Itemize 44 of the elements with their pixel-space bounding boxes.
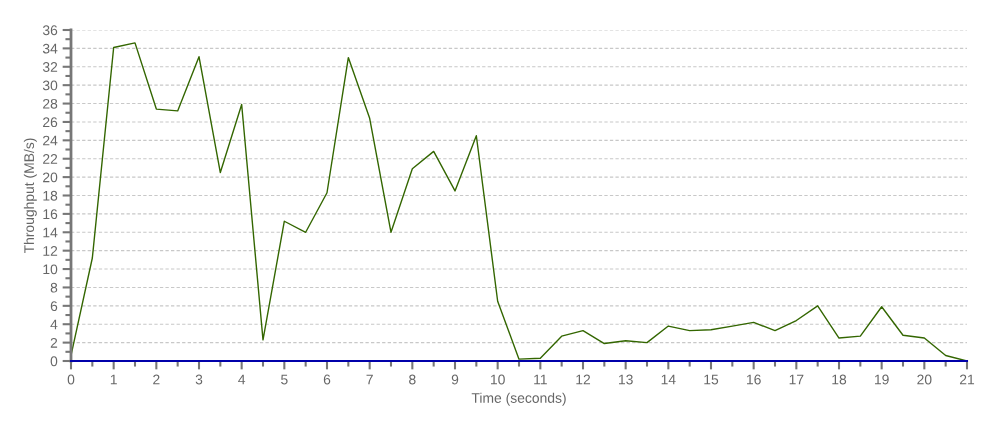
x-tick-label: 10 bbox=[491, 374, 505, 385]
y-tick-label: 30 bbox=[42, 80, 58, 91]
x-tick-label: 3 bbox=[195, 374, 203, 385]
y-tick-label: 36 bbox=[42, 25, 58, 36]
y-tick-label: 22 bbox=[43, 154, 58, 164]
x-tick-label: 14 bbox=[661, 374, 676, 385]
y-tick-label: 2 bbox=[50, 337, 58, 348]
x-tick-label: 19 bbox=[875, 374, 889, 385]
y-tick-label: 32 bbox=[42, 62, 58, 72]
x-tick-label: 5 bbox=[281, 374, 288, 385]
y-tick-label: 8 bbox=[50, 282, 58, 293]
y-axis-title: Throughput (MB/s) bbox=[23, 138, 37, 254]
y-tick-label: 34 bbox=[42, 43, 58, 54]
x-tick-label: 2 bbox=[153, 374, 160, 385]
y-tick-label: 0 bbox=[50, 356, 58, 367]
line-series bbox=[71, 42, 967, 361]
y-tick-label: 10 bbox=[43, 264, 58, 275]
y-tick-label: 14 bbox=[43, 227, 58, 238]
x-tick-label: 21 bbox=[959, 374, 975, 385]
x-tick-label: 0 bbox=[67, 374, 75, 385]
x-tick-label: 4 bbox=[238, 374, 246, 385]
x-tick-label: 18 bbox=[832, 374, 847, 385]
x-axis-title: Time (seconds) bbox=[471, 392, 566, 406]
y-tick-label: 26 bbox=[43, 117, 58, 128]
y-tick-label: 18 bbox=[43, 190, 58, 201]
y-tick-label: 20 bbox=[43, 172, 58, 183]
x-tick-label: 8 bbox=[409, 374, 416, 385]
y-tick-label: 16 bbox=[43, 209, 58, 220]
y-tick-label: 4 bbox=[50, 319, 58, 330]
x-tick-label: 17 bbox=[789, 374, 804, 385]
x-tick-label: 1 bbox=[110, 374, 117, 385]
x-tick-label: 12 bbox=[576, 374, 591, 385]
x-tick-label: 20 bbox=[917, 374, 932, 385]
x-tick-label: 13 bbox=[619, 374, 633, 385]
y-tick-label: 28 bbox=[43, 98, 58, 109]
x-tick-label: 11 bbox=[534, 374, 547, 385]
x-tick-label: 16 bbox=[747, 374, 761, 385]
x-tick-label: 9 bbox=[451, 374, 459, 385]
y-tick-label: 12 bbox=[43, 246, 58, 256]
y-tick-label: 6 bbox=[50, 301, 58, 311]
x-tick-label: 6 bbox=[323, 374, 331, 385]
x-tick-label: 7 bbox=[366, 374, 373, 385]
y-tick-label: 24 bbox=[43, 135, 58, 146]
x-tick-label: 15 bbox=[704, 374, 719, 385]
